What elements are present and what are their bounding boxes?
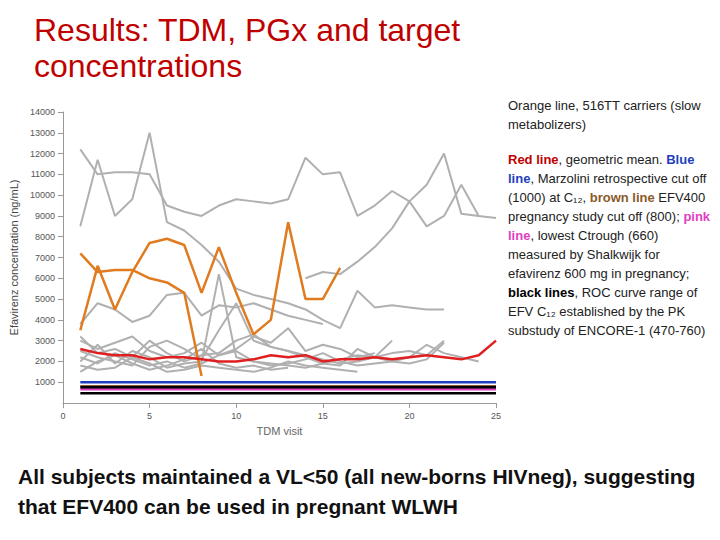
html-text:Orange line, 516TT carriers (s: Orange line, 516TT carriers (slow metabo… xyxy=(508,98,701,132)
html-text:Red line, geometric mean. Blue: Red line, geometric mean. Blue line, Mar… xyxy=(508,152,711,281)
svg-text:TDM visit: TDM visit xyxy=(257,425,303,437)
svg-text:2000: 2000 xyxy=(35,356,55,366)
html-text:All subjects maintained a VL<5: All subjects maintained a VL<50 (all new… xyxy=(18,465,696,518)
svg-text:3000: 3000 xyxy=(35,336,55,346)
svg-text:25: 25 xyxy=(491,411,501,421)
svg-text:9000: 9000 xyxy=(35,211,55,221)
svg-text:0: 0 xyxy=(60,411,65,421)
svg-text:14000: 14000 xyxy=(30,107,55,117)
svg-text:12000: 12000 xyxy=(30,149,55,159)
svg-text:11000: 11000 xyxy=(31,169,55,179)
html-text:black lines, ROC curve range o: black lines, ROC curve range of EFV C₁₂ … xyxy=(508,285,706,338)
html-text:Results: TDM, PGx and target c: Results: TDM, PGx and target concentrati… xyxy=(34,12,461,84)
svg-text:5: 5 xyxy=(147,411,152,421)
svg-text:13000: 13000 xyxy=(30,128,55,138)
svg-text:Efavirenz concentration (ng/mL: Efavirenz concentration (ng/mL) xyxy=(8,180,20,336)
svg-text:10: 10 xyxy=(231,411,241,421)
svg-text:1000: 1000 xyxy=(35,377,55,387)
svg-text:5000: 5000 xyxy=(35,294,55,304)
svg-text:10000: 10000 xyxy=(30,190,55,200)
svg-text:20: 20 xyxy=(404,411,414,421)
svg-text:8000: 8000 xyxy=(35,232,55,242)
svg-text:15: 15 xyxy=(318,411,328,421)
svg-text:7000: 7000 xyxy=(35,253,55,263)
svg-text:4000: 4000 xyxy=(35,315,55,325)
svg-text:6000: 6000 xyxy=(35,273,55,283)
